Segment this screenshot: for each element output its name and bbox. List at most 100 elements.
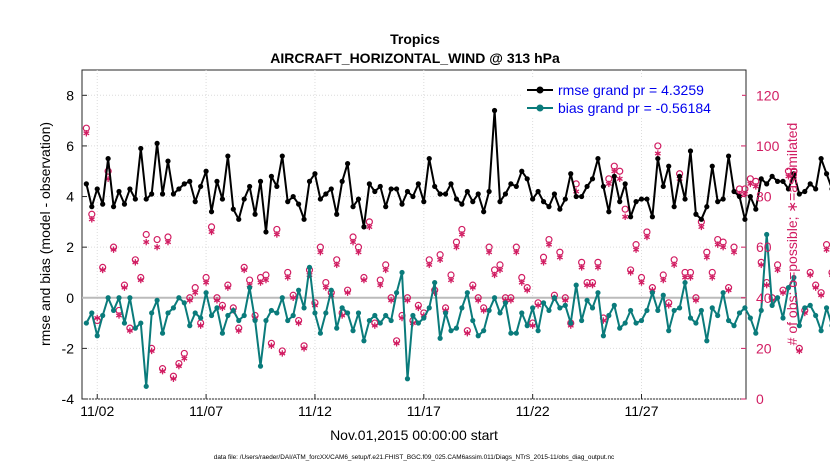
rmse-point bbox=[769, 173, 775, 179]
rmse-point bbox=[557, 206, 563, 212]
y-tick-label: 8 bbox=[66, 87, 74, 103]
bias-point bbox=[105, 295, 111, 301]
bias-point bbox=[290, 312, 296, 319]
legend-rmse-marker bbox=[536, 86, 544, 94]
bias-point bbox=[519, 310, 525, 316]
bias-point bbox=[404, 376, 411, 382]
bias-point bbox=[595, 290, 601, 296]
bias-point bbox=[415, 320, 421, 326]
obs-assimilated-marker bbox=[823, 246, 830, 253]
bias-point bbox=[187, 323, 193, 329]
rmse-point bbox=[116, 188, 122, 195]
obs-assimilated-marker bbox=[219, 304, 226, 312]
rmse-point bbox=[285, 199, 291, 205]
obs-assimilated-marker bbox=[164, 238, 172, 246]
rmse-point bbox=[236, 216, 242, 222]
bias-point bbox=[747, 315, 753, 321]
bias-point bbox=[807, 302, 813, 308]
rmse-point bbox=[89, 204, 95, 210]
obs-assimilated-marker bbox=[279, 350, 286, 357]
rmse-point bbox=[666, 163, 672, 169]
rmse-point bbox=[377, 183, 383, 190]
rmse-point bbox=[546, 204, 552, 210]
rmse-point bbox=[312, 171, 318, 177]
obs-assimilated-marker bbox=[426, 261, 433, 269]
rmse-point bbox=[247, 183, 253, 190]
bias-point bbox=[361, 338, 367, 344]
rmse-point bbox=[383, 204, 389, 210]
rmse-point bbox=[426, 155, 432, 162]
rmse-point bbox=[704, 204, 710, 210]
rmse-point bbox=[568, 171, 574, 177]
rmse-point bbox=[633, 199, 639, 205]
bias-point bbox=[121, 320, 128, 326]
obs-assimilated-marker bbox=[99, 266, 106, 274]
rmse-point bbox=[725, 153, 732, 159]
bias-point bbox=[388, 317, 394, 324]
rmse-point bbox=[334, 211, 340, 217]
rmse-point bbox=[290, 193, 296, 200]
obs-assimilated-marker bbox=[594, 264, 602, 271]
obs-possible-marker bbox=[654, 142, 662, 150]
rmse-point bbox=[100, 201, 106, 207]
obs-assimilated-marker bbox=[241, 266, 248, 274]
x-tick-label: 11/22 bbox=[516, 403, 550, 419]
bias-point bbox=[464, 290, 470, 296]
bias-point bbox=[497, 310, 503, 316]
obs-assimilated-marker bbox=[720, 243, 727, 251]
bias-point bbox=[432, 279, 438, 286]
bias-point bbox=[638, 317, 645, 324]
rmse-point bbox=[339, 178, 345, 184]
obs-assimilated-marker bbox=[224, 284, 231, 291]
obs-assimilated-marker bbox=[632, 246, 640, 253]
rmse-point bbox=[464, 188, 470, 195]
obs-assimilated-marker bbox=[273, 231, 280, 238]
obs-assimilated-marker bbox=[175, 362, 182, 370]
rmse-point bbox=[551, 191, 558, 197]
y2-tick-label: 120 bbox=[756, 87, 780, 103]
rmse-point bbox=[562, 196, 568, 202]
bias-point bbox=[442, 310, 449, 316]
obs-possible-marker bbox=[616, 167, 624, 175]
obs-assimilated-marker bbox=[730, 249, 738, 256]
obs-assimilated-marker bbox=[616, 175, 623, 183]
rmse-point bbox=[796, 191, 802, 197]
footnote-data-file: data file: /Users/raeder/DAI/ATM_forcXX/… bbox=[214, 454, 615, 461]
rmse-point bbox=[736, 193, 743, 200]
bias-point bbox=[399, 269, 405, 276]
bias-point bbox=[165, 310, 171, 316]
bias-point bbox=[350, 328, 356, 334]
y-tick-label: 4 bbox=[66, 189, 74, 205]
legend-rmse-label: rmse grand pr = 4.3259 bbox=[558, 82, 704, 98]
bias-point bbox=[410, 312, 416, 319]
rmse-point bbox=[747, 193, 753, 200]
bias-point bbox=[742, 305, 748, 311]
bias-point bbox=[100, 312, 106, 319]
bias-point bbox=[176, 295, 182, 301]
rmse-point bbox=[475, 191, 481, 197]
rmse-point bbox=[176, 186, 182, 192]
y-tick-label: 2 bbox=[66, 239, 74, 255]
rmse-point bbox=[121, 201, 128, 207]
rmse-point bbox=[225, 153, 231, 159]
bias-point bbox=[323, 310, 329, 316]
bias-point bbox=[372, 312, 378, 319]
rmse-point bbox=[208, 209, 215, 215]
obs-assimilated-marker bbox=[747, 180, 754, 188]
obs-assimilated-marker bbox=[295, 319, 302, 327]
bias-point bbox=[317, 330, 323, 336]
rmse-point bbox=[802, 188, 808, 195]
obs-assimilated-marker bbox=[671, 261, 678, 269]
obs-assimilated-marker bbox=[774, 266, 781, 274]
bias-point bbox=[285, 317, 291, 324]
obs-assimilated-marker bbox=[360, 276, 368, 284]
bias-point bbox=[513, 330, 519, 336]
rmse-point bbox=[655, 155, 661, 162]
rmse-point bbox=[758, 176, 764, 182]
rmse-point bbox=[421, 199, 427, 205]
bias-point bbox=[247, 285, 253, 291]
bias-point bbox=[731, 323, 737, 329]
obs-assimilated-marker bbox=[605, 180, 612, 188]
bias-point bbox=[475, 333, 481, 339]
obs-assimilated-marker bbox=[660, 276, 667, 284]
